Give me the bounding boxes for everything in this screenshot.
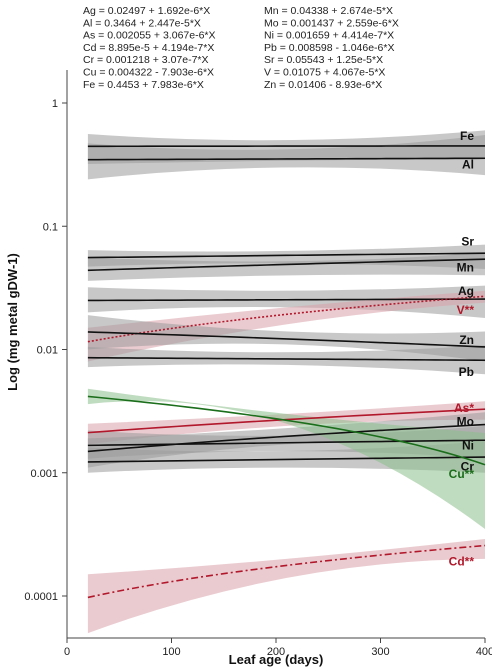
equation-mn: Mn = 0.04338 + 2.674e-5*X: [264, 5, 393, 17]
band-mn: [87, 252, 486, 281]
x-tick-label: 300: [371, 646, 389, 658]
y-tick-label: 0.1: [43, 221, 58, 233]
line-mo: [87, 423, 486, 453]
equation-cu: Cu = 0.004322 - 7.903e-6*X: [83, 67, 214, 79]
equations: Ag = 0.02497 + 1.692e-6*XAl = 0.3464 + 2…: [83, 5, 399, 91]
series-label-mn: Mn: [457, 261, 474, 275]
equation-sr: Sr = 0.05543 + 1.25e-5*X: [264, 54, 383, 66]
equation-cr: Cr = 0.001218 + 3.07e-7*X: [83, 54, 209, 66]
line-al: [87, 157, 486, 161]
equation-cd: Cd = 8.895e-5 + 4.194e-7*X: [83, 42, 214, 54]
series-label-as: As*: [454, 401, 474, 415]
x-tick-label: 400: [476, 646, 492, 658]
line-v: [87, 295, 486, 343]
series-label-zn: Zn: [459, 333, 474, 347]
x-axis-title: Leaf age (days): [229, 652, 324, 667]
line-pb: [87, 356, 486, 362]
line-cd: [87, 544, 486, 599]
equation-fe: Fe = 0.4453 + 7.983e-6*X: [83, 79, 204, 91]
x-tick-label: 200: [267, 646, 285, 658]
line-cu: [87, 395, 486, 466]
equation-pb: Pb = 0.008598 - 1.046e-6*X: [264, 42, 394, 54]
y-tick-label: 0.01: [37, 345, 58, 357]
series-label-cr: Cr: [461, 459, 475, 473]
equation-al: Al = 0.3464 + 2.447e-5*X: [83, 17, 201, 29]
y-axis-title: Log (mg metal gDW-1): [5, 253, 20, 391]
series-label-sr: Sr: [461, 234, 474, 248]
line-ni: [87, 439, 486, 447]
equation-mo: Mo = 0.001437 + 2.559e-6*X: [264, 17, 399, 29]
line-ag: [87, 298, 486, 302]
line-sr: [87, 252, 486, 259]
series-label-v: V**: [457, 303, 475, 317]
band-v: [87, 290, 486, 362]
series-label-mo: Mo: [457, 415, 474, 429]
equation-ni: Ni = 0.001659 + 4.414e-7*X: [264, 30, 394, 42]
y-tick-label: 1: [52, 98, 58, 110]
equation-as: As = 0.002055 + 3.067e-6*X: [83, 30, 216, 42]
series-label-al: Al: [462, 157, 474, 171]
line-mn: [87, 258, 486, 272]
equation-zn: Zn = 0.01406 - 8.93e-6*X: [264, 79, 382, 91]
confidence-bands: [87, 130, 486, 634]
y-tick-label: 0.001: [30, 468, 58, 480]
band-cu: [87, 388, 486, 529]
series-label-cd: Cd**: [449, 554, 475, 568]
series-label-cu: Cu**: [449, 467, 475, 481]
ticks: 0 100 200 300 400 0.0001 0.001 0.01 0.1 1: [24, 98, 492, 658]
line-zn: [87, 331, 486, 348]
series-label-fe: Fe: [460, 129, 474, 143]
x-tick-label: 100: [162, 646, 180, 658]
series-label-pb: Pb: [459, 365, 474, 379]
line-cr: [87, 456, 486, 463]
series-label-ag: Ag: [458, 284, 474, 298]
equation-v: V = 0.01075 + 4.067e-5*X: [264, 67, 385, 79]
series-label-ni: Ni: [462, 438, 474, 452]
band-pb: [87, 345, 486, 375]
equation-ag: Ag = 0.02497 + 1.692e-6*X: [83, 5, 210, 17]
x-tick-label: 0: [64, 646, 70, 658]
y-tick-label: 0.0001: [24, 591, 58, 603]
regression-lines: [87, 145, 486, 599]
band-cd: [87, 539, 486, 634]
